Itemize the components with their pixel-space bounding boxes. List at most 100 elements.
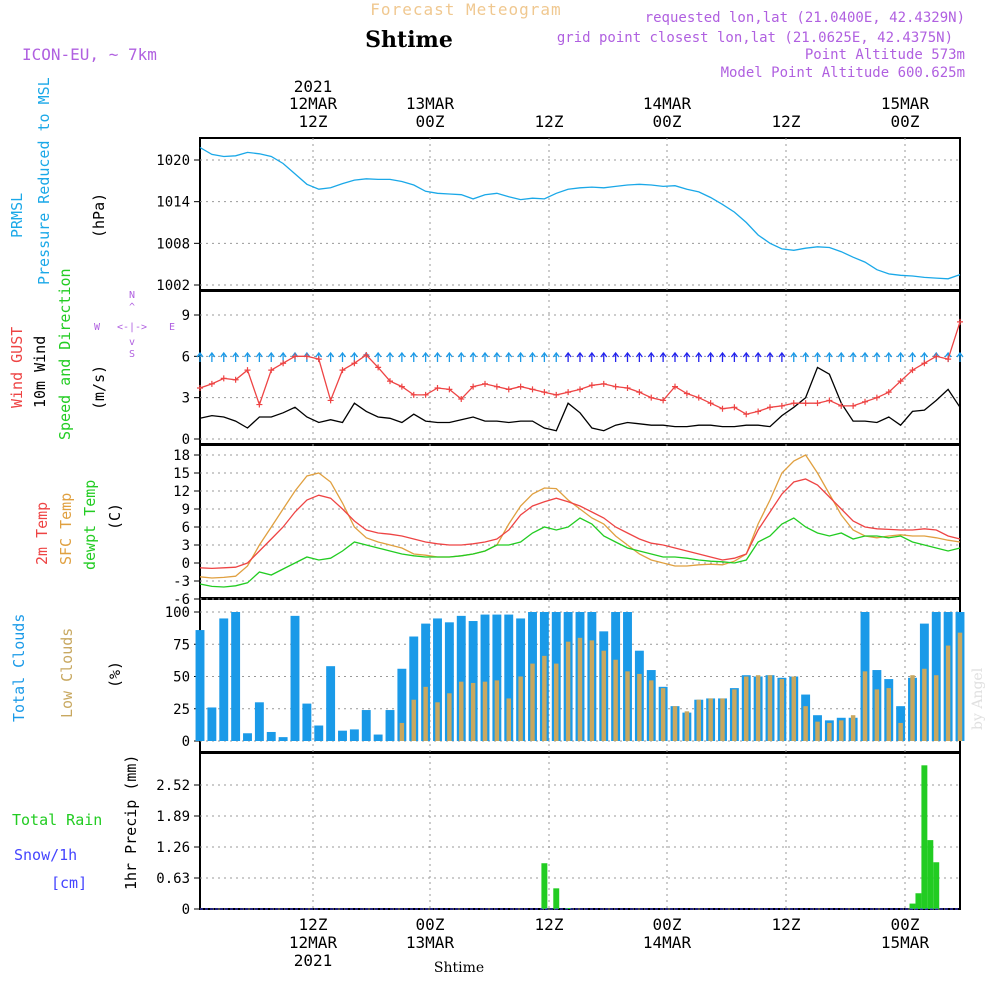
total-cloud-bar — [421, 623, 431, 741]
rain-bar — [565, 908, 572, 909]
ytick-label-precip: 1.89 — [156, 809, 190, 825]
gust-marker — [553, 391, 560, 398]
compass-up: ^ — [129, 302, 135, 313]
gust-marker — [683, 390, 690, 397]
pressure-unit: (hPa) — [90, 193, 108, 238]
wind-gust-line — [199, 321, 961, 415]
requested-coords: requested lon,lat (21.0400E, 42.4329N) — [645, 10, 965, 26]
ytick-label-precip: 0 — [182, 902, 190, 918]
ytick-label-pressure: 1002 — [156, 278, 190, 294]
wind-arrowhead — [932, 351, 940, 358]
bottom-hour-label: 12Z — [772, 915, 801, 934]
ytick-label-wind: 6 — [182, 349, 190, 365]
wind-arrowhead — [315, 351, 323, 358]
total-cloud-bar — [243, 733, 252, 741]
gust-marker — [493, 383, 500, 390]
gust-marker — [339, 367, 346, 374]
wind-arrowhead — [837, 351, 845, 358]
low-cloud-bar — [934, 675, 939, 741]
axis-labels: 102010141008100296301815129630-3-6100755… — [156, 77, 929, 970]
ytick-label-temperature: 0 — [182, 556, 190, 572]
top-hour-label: 12Z — [535, 112, 564, 131]
wind-arrowhead — [623, 351, 632, 358]
ytick-label-temperature: 18 — [173, 448, 190, 464]
gust-marker — [814, 400, 821, 407]
gust-marker — [434, 385, 441, 392]
low-cloud-bar — [494, 680, 500, 741]
model-altitude: Model Point Altitude 600.625m — [721, 65, 965, 81]
gust-marker — [398, 383, 405, 390]
gust-marker — [862, 398, 868, 405]
gust-marker — [612, 383, 619, 390]
total-cloud-bar — [254, 702, 264, 741]
gust-marker — [197, 385, 203, 392]
ytick-label-pressure: 1008 — [156, 236, 190, 252]
grid-lines — [194, 138, 960, 910]
wind-arrowhead — [920, 351, 928, 358]
top-hour-label: 00Z — [653, 112, 682, 131]
low-cloud-bar — [886, 688, 891, 741]
gust-marker — [933, 353, 940, 360]
dewpoint-line — [199, 517, 961, 588]
total-cloud-bar — [397, 668, 407, 741]
low-cloud-bar — [625, 671, 630, 741]
wind-arrowhead — [517, 351, 525, 358]
total-cloud-bar — [219, 618, 229, 741]
ytick-label-wind: 3 — [182, 391, 190, 407]
model-label: ICON-EU, ~ 7km — [22, 45, 157, 64]
low-cloud-bar — [470, 682, 476, 741]
bottom-date-label: 14MAR — [643, 933, 692, 952]
low-cloud-bar — [518, 676, 523, 741]
low-cloud-bar — [850, 715, 856, 741]
gust-marker — [873, 394, 880, 401]
low-cloud-bar — [660, 688, 666, 741]
gust-marker — [719, 405, 726, 412]
compass-n: N — [129, 290, 135, 301]
wind-arrowhead — [564, 351, 572, 358]
gust-marker — [755, 408, 762, 415]
gust-marker — [802, 400, 809, 407]
wind-arrowhead — [196, 351, 204, 358]
wind-arrowhead — [481, 351, 489, 358]
t2m-label: 2m Temp — [33, 502, 51, 565]
ytick-label-temperature: -3 — [173, 574, 190, 590]
wind-arrowhead — [813, 351, 822, 358]
total-cloud-bar — [349, 729, 359, 741]
wind-arrowhead — [885, 351, 893, 358]
wind-speed-line — [199, 366, 961, 432]
top-hour-label: 00Z — [891, 112, 920, 131]
wind-arrowhead — [778, 351, 786, 358]
total-cloud-bar — [480, 614, 490, 741]
low-cloud-bar — [649, 680, 654, 741]
total-cloud-bar — [231, 612, 241, 741]
top-date-label: 12MAR — [289, 94, 338, 113]
wind-arrowhead — [505, 351, 513, 358]
wind-arrowhead — [683, 351, 691, 358]
top-hour-label: 12Z — [772, 112, 801, 131]
low-cloud-bar — [684, 711, 690, 741]
wind-arrowhead — [588, 351, 596, 358]
gust-marker — [541, 389, 548, 396]
rain-bar — [541, 863, 548, 909]
wind-arrowhead — [540, 351, 548, 358]
low-cloud-bar — [530, 663, 535, 741]
total-cloud-bar — [278, 737, 288, 741]
gust-marker — [292, 353, 298, 360]
total-cloud-bar — [326, 666, 336, 741]
low-cloud-bar — [423, 686, 428, 741]
wind-arrowhead — [635, 351, 643, 358]
gust-marker — [885, 389, 892, 396]
low-cloud-bar — [827, 722, 832, 741]
clouds-unit: (%) — [106, 661, 124, 688]
low-cloud-bar — [637, 673, 642, 741]
gust-marker — [624, 385, 631, 392]
gust-label: Wind GUST — [8, 327, 26, 408]
snow-label: Snow/1h — [14, 846, 77, 864]
bottom-location: Shtime — [434, 960, 484, 976]
low-cloud-bar — [862, 671, 868, 741]
compass-w: W — [94, 322, 101, 333]
low-cloud-bar — [482, 681, 488, 741]
wind-arrowhead — [398, 351, 406, 358]
wind-arrowhead — [790, 351, 798, 358]
